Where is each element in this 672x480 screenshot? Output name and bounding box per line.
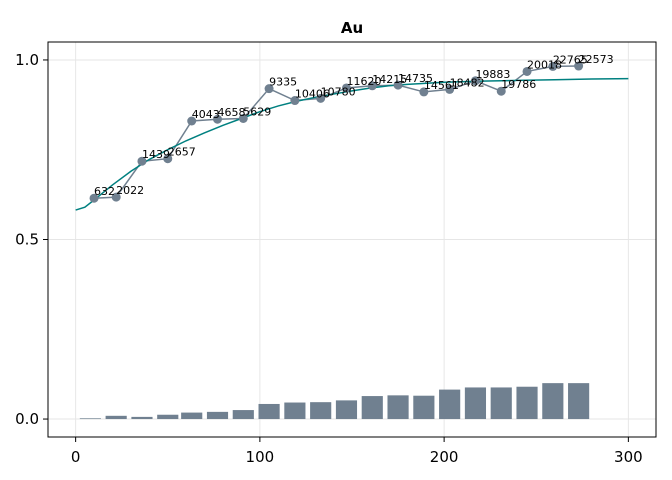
bar (232, 410, 254, 420)
bar (310, 402, 332, 420)
bar (542, 383, 564, 420)
data-series-line (94, 65, 579, 199)
data-point (238, 113, 248, 123)
data-label: 14735 (398, 72, 433, 85)
bar (464, 387, 487, 420)
data-point (496, 86, 506, 96)
chart-title: Au (341, 19, 363, 37)
data-label: 2657 (168, 146, 196, 159)
data-point (187, 116, 197, 126)
y-tick-label: 0.0 (15, 410, 39, 428)
data-label: 22573 (579, 53, 614, 66)
data-point (111, 192, 121, 202)
data-label: 1439 (142, 148, 170, 161)
data-point (470, 76, 480, 86)
data-point (163, 154, 173, 164)
data-point (445, 84, 455, 94)
bar (387, 395, 409, 420)
bar (258, 403, 280, 420)
bar (490, 387, 512, 420)
data-label: 4658 (218, 106, 246, 119)
y-tick-label: 0.5 (15, 231, 39, 249)
data-point (574, 61, 584, 71)
data-label: 14561 (424, 79, 459, 92)
data-label: 9335 (269, 76, 297, 89)
bar (181, 412, 203, 420)
data-point (367, 81, 377, 91)
bar (439, 389, 461, 420)
data-label: 4043 (192, 108, 220, 121)
data-label: 632 (94, 185, 115, 198)
data-label: 10780 (321, 85, 356, 98)
x-tick-label: 100 (246, 448, 275, 466)
data-label: 10406 (295, 88, 330, 101)
data-label: 19883 (475, 68, 510, 81)
bar (105, 415, 127, 420)
y-tick-label: 1.0 (15, 51, 39, 69)
bar (79, 418, 101, 420)
data-label: 22765 (553, 53, 588, 66)
tick-layer: 0 100 200 300 0.0 0.5 1.0 (15, 51, 643, 466)
bar (516, 386, 538, 420)
bar (361, 396, 383, 420)
data-label: 5629 (243, 105, 271, 118)
bar (413, 395, 435, 420)
bar (568, 383, 590, 420)
data-point (341, 83, 351, 93)
data-point (522, 66, 532, 76)
data-label: 11620 (346, 75, 381, 88)
bar (131, 416, 153, 420)
data-label: 20018 (527, 58, 562, 71)
data-label: 14215 (372, 73, 407, 86)
data-point (393, 80, 403, 90)
data-point (137, 156, 147, 166)
bar (206, 411, 229, 420)
data-point (548, 61, 558, 71)
point-layer (89, 61, 584, 203)
x-tick-label: 0 (71, 448, 81, 466)
bar (284, 402, 306, 420)
grid-layer (48, 42, 656, 437)
bar-layer (79, 383, 590, 420)
data-point (264, 84, 274, 94)
bar (335, 400, 358, 420)
bar (157, 414, 179, 420)
data-label: 2022 (116, 184, 144, 197)
data-point (419, 87, 429, 97)
data-point (89, 193, 99, 203)
data-point (290, 96, 300, 106)
data-label: 19786 (501, 78, 536, 91)
x-tick-label: 200 (430, 448, 459, 466)
data-point (213, 114, 223, 124)
data-point (316, 93, 326, 103)
data-label: 18482 (450, 76, 485, 89)
x-tick-label: 300 (614, 448, 643, 466)
